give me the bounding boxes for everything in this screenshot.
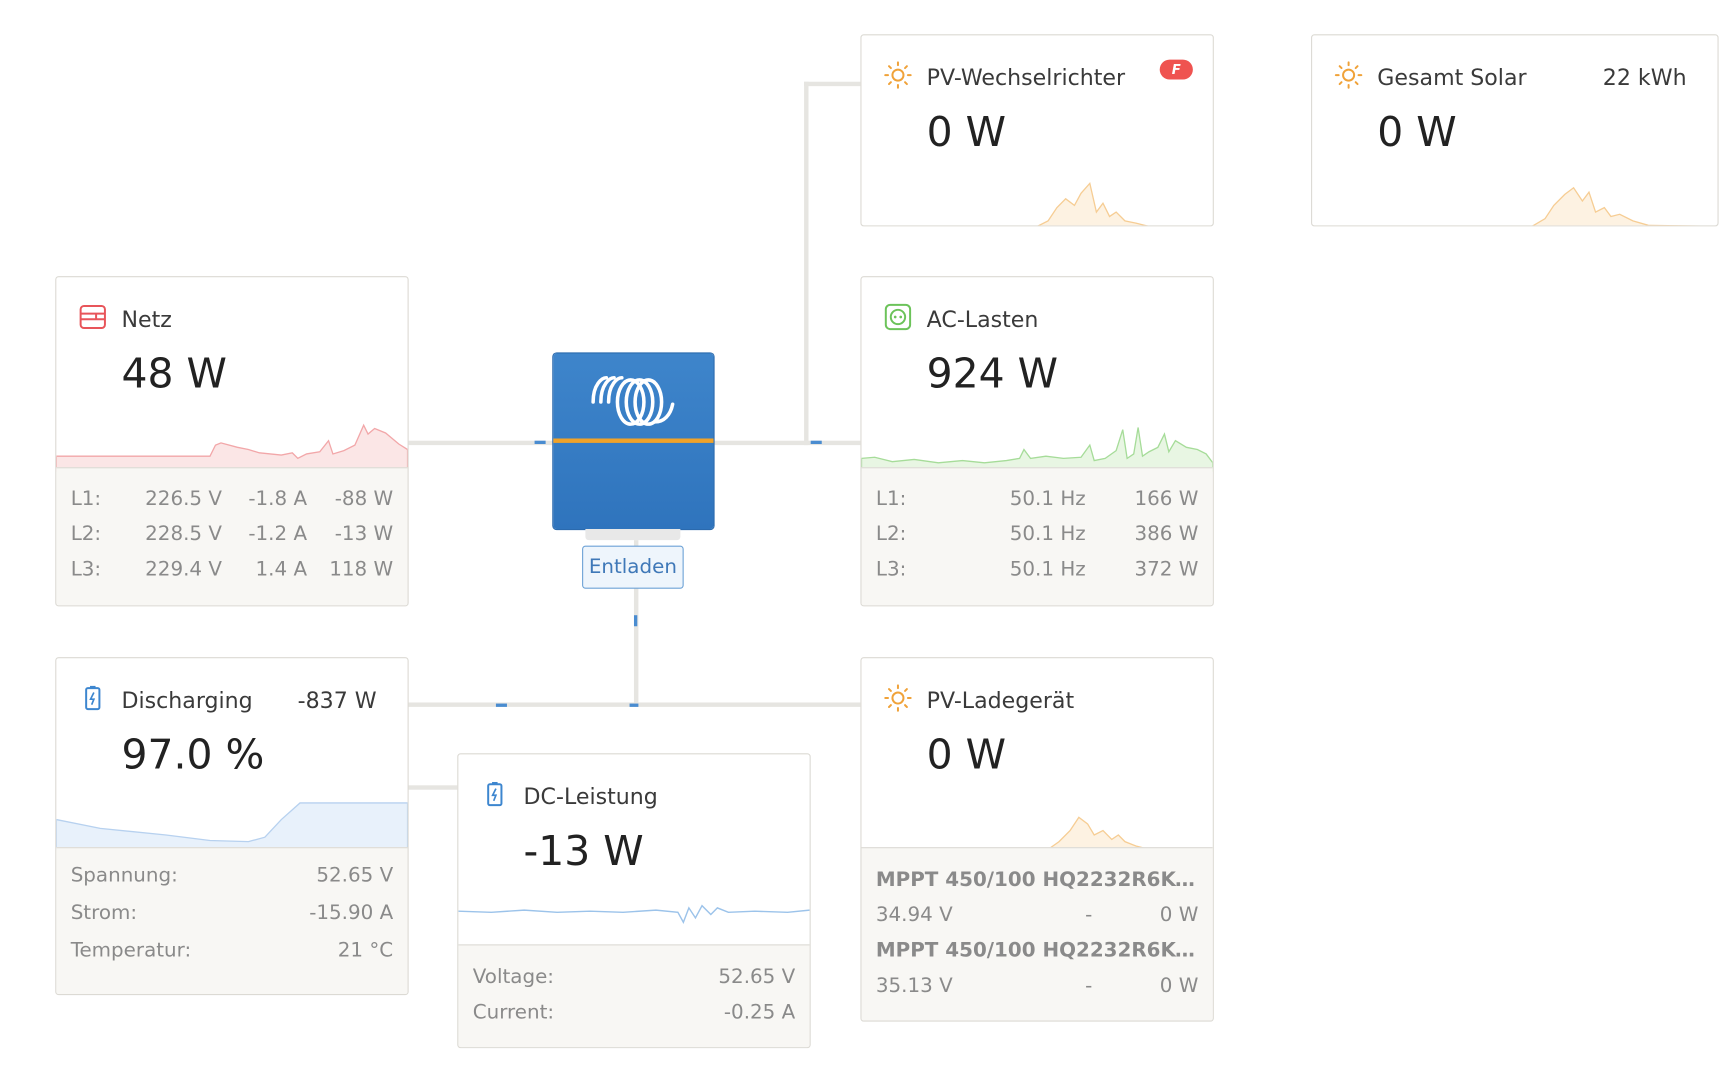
connector-battery-dc: [407, 785, 458, 790]
card-title: PV-Wechselrichter: [926, 64, 1126, 91]
phase-row: L3: 50.1 Hz 372 W: [875, 557, 1199, 581]
phase-details: L1: 50.1 Hz 166 W L2: 50.1 Hz 386 W L3: 50.1 …: [861, 467, 1213, 606]
inverter-base: [585, 529, 681, 541]
victron-logo-icon: [591, 375, 675, 426]
phase-row: L1: 226.5 V -1.8 A -88 W: [70, 487, 394, 511]
phase-row: L2: 50.1 Hz 386 W: [875, 522, 1199, 546]
battery-card[interactable]: Discharging -837 W 97.0 % Spannung: 52.65…: [55, 657, 409, 996]
mppt-name[interactable]: MPPT 450/100 HQ2232R6KCG...: [875, 938, 1199, 963]
phase-row: L3: 229.4 V 1.4 A 118 W: [70, 557, 394, 581]
power-value: 0 W: [926, 731, 1007, 779]
card-title: AC-Lasten: [926, 305, 1039, 333]
mppt-row: 35.13 V-0 W: [875, 974, 1199, 998]
power-sparkline: [1532, 186, 1690, 226]
power-value: 924 W: [926, 350, 1059, 398]
inverter-status-bar: [553, 438, 714, 443]
sun-icon: [1334, 61, 1363, 89]
card-title: DC-Leistung: [523, 783, 658, 810]
connector-grid-inverter: [407, 440, 554, 446]
connector-pv-inverter-top: [804, 81, 861, 87]
flow-indicator: [534, 440, 546, 445]
pv-charger-card[interactable]: PV-Ladegerät 0 W MPPT 450/100 HQ2232R6KC…: [860, 657, 1214, 1022]
power-sparkline: [861, 816, 1213, 851]
mppt-name[interactable]: MPPT 450/100 HQ2232R6KCG...: [875, 868, 1199, 892]
ac-loads-card[interactable]: AC-Lasten 924 W L1: 50.1 Hz 166 W L2: 50.1 …: [860, 276, 1214, 607]
power-value: 48 W: [121, 350, 227, 398]
card-title: Netz: [121, 305, 172, 333]
state-of-charge: 97.0 %: [121, 731, 265, 779]
power-sparkline: [458, 904, 810, 924]
power-sparkline: [1037, 181, 1148, 226]
energy-total: 22 kWh: [1602, 64, 1687, 91]
card-title: PV-Ladegerät: [926, 686, 1075, 714]
sun-icon: [884, 684, 912, 712]
card-title: Discharging: [121, 686, 253, 714]
pv-inverter-card[interactable]: PV-Wechselrichter F 0 W: [860, 34, 1214, 227]
total-solar-card[interactable]: Gesamt Solar 22 kWh 0 W: [1311, 34, 1719, 227]
battery-icon: [85, 685, 101, 711]
flow-indicator: [633, 615, 638, 627]
detail-row: Strom: -15.90 A: [70, 901, 394, 925]
socket-icon: [884, 303, 912, 331]
card-title: Gesamt Solar: [1377, 64, 1527, 91]
battery-power: -837 W: [297, 686, 377, 714]
sun-icon: [884, 61, 912, 89]
power-value: -13 W: [523, 827, 644, 875]
detail-row: Voltage: 52.65 V: [472, 965, 796, 989]
phase-details: L1: 226.5 V -1.8 A -88 W L2: 228.5 V -1.2 A -1…: [56, 467, 408, 606]
phase-row: L1: 50.1 Hz 166 W: [875, 487, 1199, 511]
mppt-row: 34.94 V-0 W: [875, 903, 1199, 927]
inverter-device[interactable]: [553, 353, 714, 530]
power-sparkline: [861, 427, 1213, 472]
power-value: 0 W: [926, 108, 1007, 156]
grid-card[interactable]: Netz 48 W L1: 226.5 V -1.8 A -88 W L2: 228.5…: [55, 276, 409, 607]
detail-row: Spannung: 52.65 V: [70, 863, 394, 887]
connector-pv-inverter: [804, 81, 809, 446]
detail-row: Current: -0.25 A: [472, 1000, 796, 1024]
power-sparkline: [56, 423, 408, 472]
flow-indicator: [810, 440, 822, 445]
phase-row: L2: 228.5 V -1.2 A -13 W: [70, 522, 394, 546]
battery-details: Spannung: 52.65 V Strom: -15.90 A Temperat…: [56, 847, 408, 995]
power-value: 0 W: [1377, 108, 1457, 156]
connector-inverter-ac: [713, 440, 861, 446]
grid-meter-icon: [79, 304, 106, 330]
battery-icon: [487, 781, 503, 807]
soc-sparkline: [56, 802, 408, 851]
detail-row: Temperatur: 21 °C: [70, 938, 394, 963]
dc-details: Voltage: 52.65 V Current: -0.25 A: [458, 944, 810, 1048]
fronius-badge: F: [1159, 59, 1193, 80]
dc-power-card[interactable]: DC-Leistung -13 W Voltage: 52.65 V Curren…: [457, 753, 811, 1049]
flow-indicator: [495, 703, 507, 707]
mppt-list: MPPT 450/100 HQ2232R6KCG... 34.94 V-0 W …: [861, 847, 1213, 1021]
inverter-state-badge[interactable]: Entladen: [582, 545, 684, 589]
flow-indicator: [629, 703, 639, 707]
